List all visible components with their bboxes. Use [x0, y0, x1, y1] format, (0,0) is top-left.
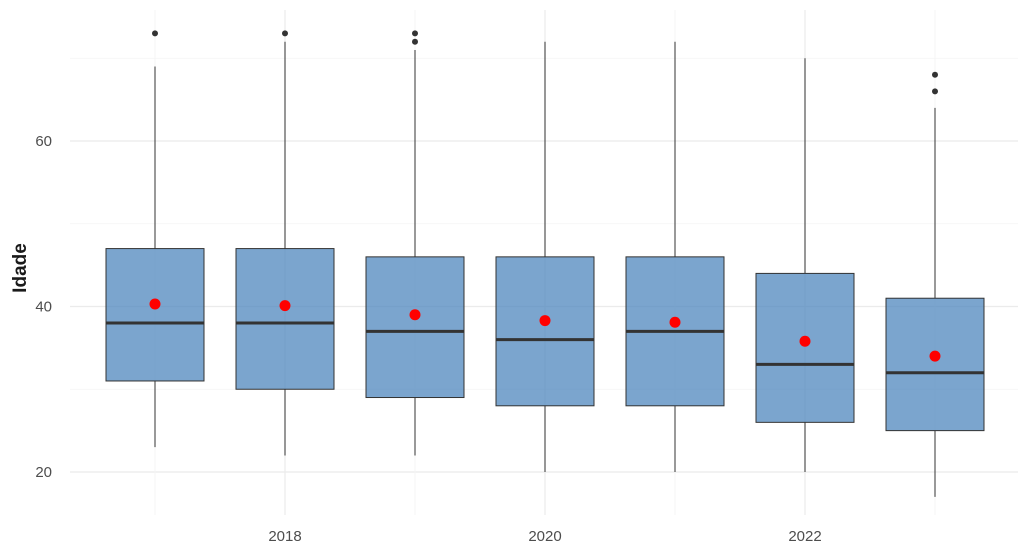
y-axis-title: Idade: [10, 243, 31, 293]
x-tick-label: 2018: [268, 528, 301, 545]
mean-point: [279, 300, 291, 312]
box-iqr: [495, 256, 595, 407]
box-iqr: [235, 248, 335, 390]
boxplot-series: [105, 30, 985, 497]
outlier-point: [412, 38, 418, 45]
box-2020: [495, 41, 595, 472]
y-tick-label: 40: [35, 299, 52, 316]
mean-point: [669, 316, 681, 328]
outlier-point: [932, 88, 938, 95]
y-tick-label: 20: [35, 464, 52, 481]
box-2022: [755, 58, 855, 472]
outlier-point: [932, 71, 938, 78]
mean-point: [539, 315, 551, 327]
outlier-point: [152, 30, 158, 37]
y-tick-label: 60: [35, 133, 52, 150]
box-iqr: [365, 256, 465, 399]
y-axis-ticks: 20 40 60: [35, 133, 52, 481]
x-axis-ticks: 2018 2020 2022: [268, 528, 821, 545]
box-2018: [235, 30, 335, 456]
box-iqr: [885, 297, 985, 432]
x-tick-label: 2020: [528, 528, 561, 545]
mean-point: [149, 298, 161, 310]
mean-point: [799, 335, 811, 347]
x-tick-label: 2022: [788, 528, 821, 545]
outlier-point: [412, 30, 418, 37]
mean-point: [929, 350, 941, 362]
box-iqr: [755, 272, 855, 423]
box-2021: [625, 41, 725, 472]
outlier-point: [282, 30, 288, 37]
box-2017: [105, 30, 205, 448]
box-2023: [885, 71, 985, 497]
mean-point: [409, 309, 421, 321]
box-iqr: [105, 248, 205, 382]
box-2019: [365, 30, 465, 456]
